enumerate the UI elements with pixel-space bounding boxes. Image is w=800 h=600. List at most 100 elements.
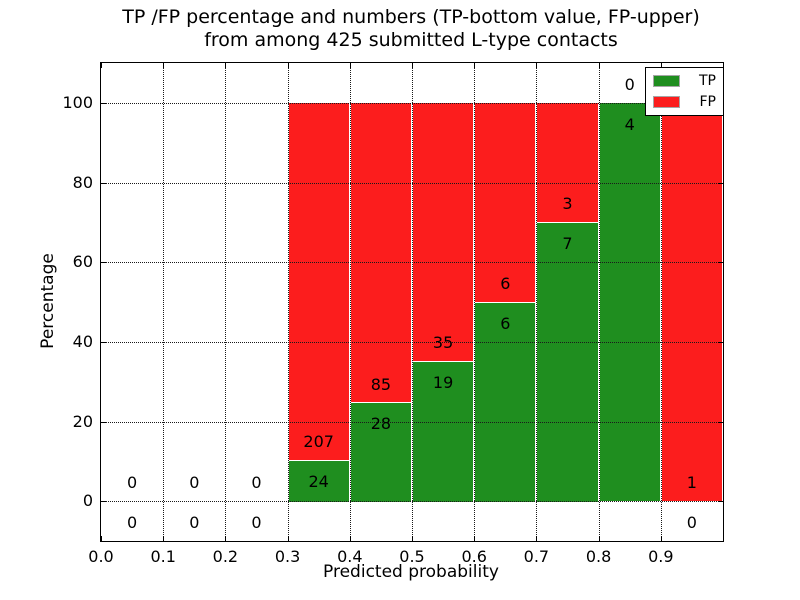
y-tick-mark	[718, 182, 723, 184]
y-tick-mark	[718, 421, 723, 423]
x-tick-label: 0.8	[585, 547, 612, 566]
x-tick-label: 0.0	[88, 547, 114, 566]
x-tick-mark	[287, 536, 289, 541]
tp-bar-segment	[599, 102, 660, 502]
x-tick-label: 0.3	[274, 547, 301, 566]
fp-count-label: 0	[189, 473, 200, 493]
x-tick-mark	[163, 63, 165, 68]
fp-count-label: 3	[562, 194, 573, 214]
x-gridline	[598, 63, 600, 541]
y-tick-label: 60	[72, 252, 93, 272]
y-axis-label: Percentage	[38, 253, 58, 349]
x-tick-label: 0.4	[337, 547, 363, 566]
x-tick-mark	[598, 536, 600, 541]
tp-legend-swatch-icon	[653, 75, 680, 87]
tp-count-label: 0	[251, 513, 262, 533]
tp-bar-segment	[537, 222, 598, 503]
fp-count-label: 207	[303, 431, 334, 451]
y-tick-label: 80	[72, 172, 93, 192]
x-tick-mark	[349, 63, 351, 68]
y-tick-label: 40	[72, 331, 93, 351]
y-tick-mark	[718, 262, 723, 264]
tp-bar-segment	[413, 360, 474, 503]
x-tick-mark	[225, 536, 227, 541]
tp-count-label: 7	[562, 234, 573, 254]
y-tick-mark	[101, 421, 106, 423]
x-tick-mark	[412, 536, 413, 541]
y-gridline	[101, 341, 723, 343]
x-tick-mark	[101, 63, 102, 68]
chart-title: TP /FP percentage and numbers (TP-bottom…	[100, 6, 722, 52]
y-tick-mark	[101, 182, 106, 184]
x-tick-mark	[474, 63, 476, 68]
fp-count-label: 0	[624, 74, 635, 94]
x-tick-label: 0.6	[461, 547, 487, 566]
x-tick-mark	[163, 536, 165, 541]
y-tick-label: 20	[72, 411, 93, 431]
x-tick-mark	[660, 63, 662, 68]
x-axis-label: Predicted probability	[323, 562, 499, 582]
fp-count-label: 0	[251, 473, 262, 493]
y-gridline	[101, 102, 723, 104]
x-tick-label: 0.9	[648, 547, 674, 566]
fp-bar-segment	[350, 102, 411, 403]
x-tick-mark	[660, 536, 662, 541]
x-gridline	[412, 63, 413, 541]
x-tick-mark	[536, 536, 538, 541]
chart-title-line1: TP /FP percentage and numbers (TP-bottom…	[122, 6, 700, 28]
y-tick-mark	[718, 501, 723, 503]
y-gridline	[101, 501, 723, 503]
legend-label-tp: TP	[699, 73, 716, 89]
plot-area: 0.0 0.1 0.2 0.3 0.4 0.5 0.6 0.7 0.8 0.9 0 20 40 60 80 1…	[62, 62, 724, 566]
tp-count-label: 0	[686, 513, 697, 533]
y-gridline	[101, 182, 723, 184]
tp-bar-segment	[350, 402, 411, 503]
fp-count-label: 0	[127, 473, 138, 493]
x-tick-mark	[101, 536, 102, 541]
x-gridline	[163, 63, 165, 541]
fp-count-label: 6	[500, 274, 511, 294]
tp-count-label: 4	[624, 114, 635, 134]
legend-row-tp: TP	[653, 73, 716, 89]
y-tick-label: 100	[62, 92, 93, 112]
tp-count-label: 19	[432, 372, 454, 392]
legend-label-fp: FP	[699, 94, 717, 110]
fp-bar-segment	[288, 102, 349, 460]
x-gridline	[349, 63, 351, 541]
y-gridline	[101, 262, 723, 264]
fp-count-label: 1	[686, 473, 697, 493]
fp-bar-segment	[537, 102, 598, 223]
x-gridline	[474, 63, 476, 541]
tp-bar-segment	[475, 302, 536, 503]
y-tick-label: 0	[82, 491, 93, 511]
x-tick-mark	[474, 536, 476, 541]
x-tick-mark	[412, 63, 413, 68]
tp-bar-segment	[288, 459, 349, 503]
tp-count-label: 0	[189, 513, 200, 533]
fp-count-label: 35	[432, 333, 454, 353]
legend: TP FP	[645, 67, 724, 116]
tp-count-label: 28	[370, 414, 392, 434]
x-tick-mark	[349, 536, 351, 541]
y-tick-mark	[718, 341, 723, 343]
fp-legend-swatch-icon	[653, 96, 680, 108]
fp-count-label: 85	[370, 374, 392, 394]
x-tick-mark	[287, 63, 289, 68]
fp-bar-segment	[475, 102, 536, 302]
x-tick-label: 0.5	[399, 547, 425, 566]
x-gridline	[536, 63, 538, 541]
x-gridline	[287, 63, 289, 541]
x-tick-mark	[225, 63, 227, 68]
chart-title-line2: from among 425 submitted L-type contacts	[204, 29, 618, 51]
y-tick-mark	[101, 341, 106, 343]
y-gridline	[101, 421, 723, 423]
x-tick-label: 0.2	[212, 547, 239, 566]
x-tick-mark	[598, 63, 600, 68]
y-tick-mark	[101, 102, 106, 104]
x-gridline	[225, 63, 227, 541]
tp-count-label: 24	[308, 471, 329, 491]
tp-count-label: 6	[500, 313, 511, 333]
x-gridline	[660, 63, 662, 541]
x-tick-mark	[536, 63, 538, 68]
